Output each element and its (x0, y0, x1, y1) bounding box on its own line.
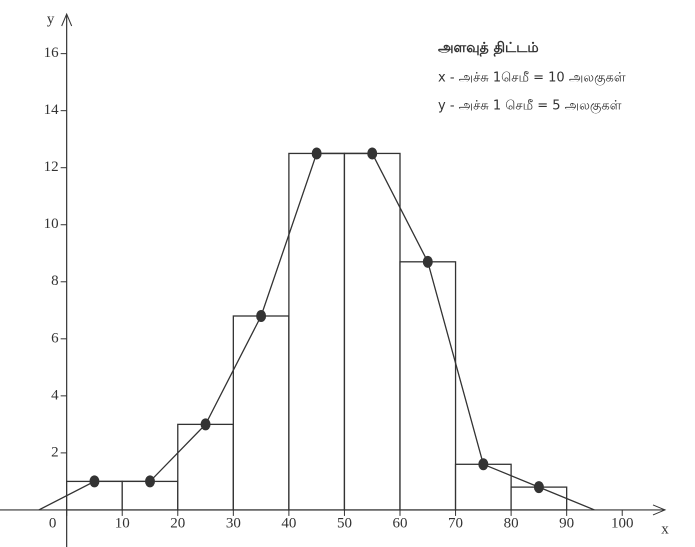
y-tick-label: 16 (44, 45, 60, 61)
y-arrow (61, 12, 73, 27)
bar (232, 315, 290, 511)
polygon-point (311, 147, 322, 160)
x-tick-label: 70 (448, 515, 463, 531)
x-tick-label: 20 (170, 515, 185, 531)
bar (177, 423, 234, 511)
y-tick-label: 14 (44, 102, 60, 118)
bar (343, 152, 401, 511)
y-tick-label: 10 (44, 216, 59, 232)
polygon-point (478, 458, 489, 471)
x-tick-label: 100 (611, 515, 634, 531)
y-tick-label: 12 (44, 159, 59, 175)
polygon-point (145, 475, 155, 488)
x-tick-label: 30 (226, 515, 241, 531)
x-tick-label: 80 (504, 515, 519, 531)
bar (288, 152, 346, 511)
x-axis-label: x (661, 521, 669, 537)
scale-line: x - அச்சு 1செமீ = 10 அலகுகள் (438, 71, 626, 86)
y-tick-label: 2 (51, 444, 59, 460)
polygon-point (89, 475, 100, 488)
scale-key: அளவுத் திட்டம் x - அச்சு 1செமீ = 10 அலகு… (438, 40, 626, 114)
bar (454, 463, 512, 511)
x-tick-label: 40 (281, 515, 296, 531)
polygon-point (422, 255, 433, 268)
x-tick-label: 90 (559, 515, 574, 531)
polygon-point (200, 418, 211, 431)
polygon-point (367, 147, 378, 160)
x-tick-label: 0 (49, 515, 57, 531)
scale-line: y - அச்சு 1 செமீ = 5 அலகுகள் (438, 99, 622, 114)
y-axis-label: y (47, 11, 55, 27)
y-tick-label: 8 (51, 273, 59, 289)
y-tick-label: 6 (51, 330, 59, 346)
polygon-point (533, 481, 544, 494)
x-tick-label: 10 (115, 515, 130, 531)
y-tick-label: 4 (51, 387, 59, 403)
x-arrow (652, 504, 667, 516)
x-tick-label: 50 (337, 515, 352, 531)
polygon-point (256, 310, 267, 322)
scale-title: அளவுத் திட்டம் (438, 40, 539, 57)
x-tick-label: 60 (393, 515, 408, 531)
bar (399, 261, 457, 511)
